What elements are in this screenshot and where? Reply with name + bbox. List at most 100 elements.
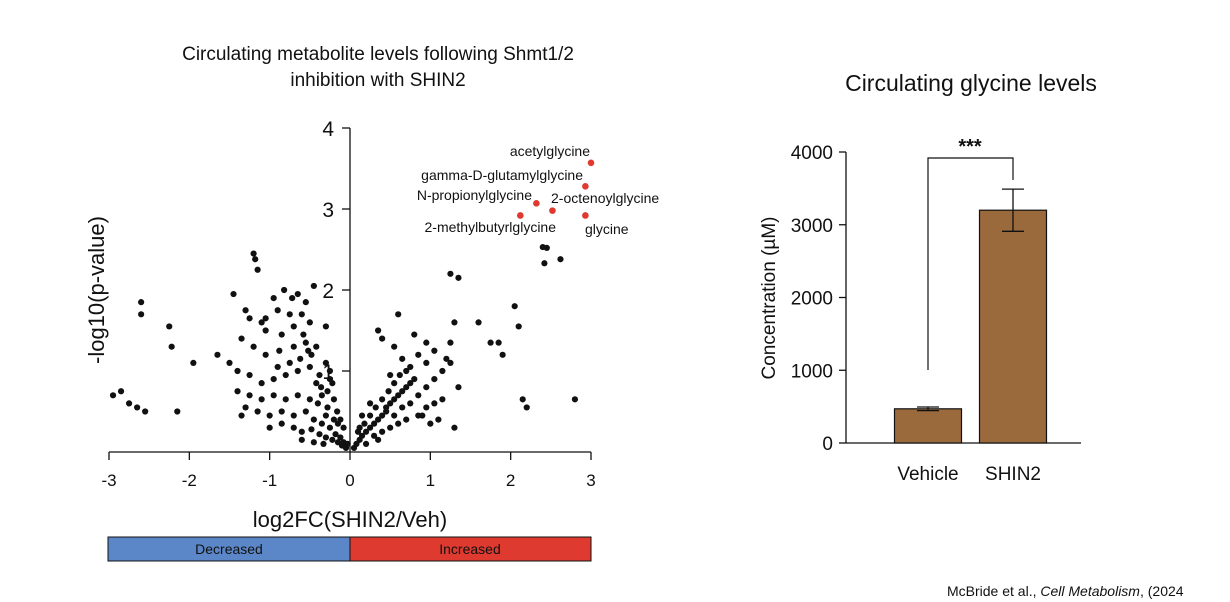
volcano-title-line1: Circulating metabolite levels following … [182, 44, 574, 65]
volcano-point [258, 396, 265, 403]
volcano-x-tick-label: -1 [262, 471, 277, 490]
volcano-highlight-point [549, 207, 556, 214]
volcano-point [270, 295, 277, 302]
volcano-point [423, 404, 430, 411]
volcano-point [313, 343, 320, 350]
volcano-point [411, 331, 418, 338]
volcano-point [407, 400, 414, 407]
bar-y-label: Concentration (µM) [759, 216, 780, 379]
volcano-point [298, 311, 305, 318]
volcano-point [290, 323, 297, 330]
volcano-point [487, 339, 494, 346]
volcano-point [109, 392, 117, 399]
increased-label: Increased [439, 541, 500, 557]
volcano-point [302, 408, 309, 415]
volcano-point [361, 420, 368, 427]
volcano-highlight-point [517, 212, 524, 219]
volcano-point [431, 400, 438, 407]
volcano-point [286, 359, 293, 366]
volcano-point [439, 396, 446, 403]
volcano-point [439, 367, 446, 375]
volcano-point [451, 424, 458, 431]
volcano-point [371, 432, 378, 439]
significance-stars: *** [958, 136, 982, 158]
volcano-point [387, 424, 394, 431]
volcano-point [294, 290, 301, 298]
volcano-point [276, 347, 283, 354]
volcano-point [190, 359, 197, 366]
volcano-point [391, 380, 398, 387]
volcano-point [366, 412, 374, 419]
bar-y-tick-label: 0 [822, 434, 833, 455]
volcano-point [252, 256, 259, 263]
bar-y-tick-label: 1000 [791, 361, 833, 382]
volcano-point [258, 319, 265, 326]
volcano-point [294, 392, 301, 399]
volcano-point [395, 392, 402, 399]
volcano-point [125, 400, 133, 407]
volcano-point [362, 428, 370, 435]
volcano-point [385, 388, 392, 395]
volcano-point [358, 412, 366, 419]
label-2-octenoylglycine: 2-octenoylglycine [551, 190, 659, 206]
volcano-x-tick-label: 0 [345, 471, 354, 490]
volcano-point [383, 408, 390, 415]
bar-y-tick-label: 4000 [791, 143, 833, 164]
volcano-point [308, 426, 315, 433]
volcano-point [306, 319, 313, 326]
volcano-point [447, 270, 454, 277]
volcano-point [399, 355, 406, 362]
volcano-point [427, 420, 434, 427]
volcano-point [372, 404, 379, 411]
volcano-point [375, 327, 382, 334]
volcano-point [423, 384, 430, 391]
volcano-plot: Circulating metabolite levels following … [84, 44, 659, 562]
volcano-point [310, 439, 317, 446]
volcano-point [379, 335, 386, 342]
volcano-point [262, 327, 269, 334]
volcano-y-tick-label: 4 [322, 118, 334, 141]
volcano-point [435, 416, 442, 423]
volcano-point [431, 347, 438, 354]
citation-journal: Cell Metabolism [1040, 583, 1140, 599]
volcano-point [447, 339, 454, 346]
volcano-point [270, 392, 277, 399]
volcano-point [281, 286, 288, 294]
glycine-bar-chart: Circulating glycine levels 0 1000 2000 3000… [759, 70, 1097, 485]
volcano-y-tick-label: 3 [322, 199, 334, 222]
volcano-point [395, 311, 402, 318]
volcano-points [109, 243, 579, 452]
volcano-point [242, 404, 249, 411]
volcano-point [455, 384, 462, 391]
decreased-bar [107, 536, 351, 562]
volcano-point [379, 412, 386, 419]
volcano-point [138, 299, 145, 306]
volcano-point [322, 412, 329, 419]
volcano-point [324, 388, 331, 395]
volcano-point [305, 347, 312, 354]
volcano-point [262, 315, 269, 322]
volcano-point [371, 420, 378, 427]
volcano-x-tick-label: 2 [506, 471, 515, 490]
volcano-point [278, 420, 285, 427]
volcano-point [391, 412, 398, 419]
volcano-point [511, 303, 518, 310]
volcano-point [356, 424, 363, 431]
volcano-point [310, 282, 317, 290]
volcano-point [403, 367, 410, 375]
volcano-point [415, 392, 422, 399]
volcano-point [523, 404, 530, 411]
volcano-point [475, 319, 482, 326]
volcano-point [254, 266, 261, 273]
volcano-point [443, 355, 450, 362]
volcano-point [322, 434, 329, 441]
decreased-label: Decreased [195, 541, 263, 557]
volcano-point [302, 339, 309, 346]
volcano-point [419, 412, 426, 419]
volcano-highlight-point [582, 183, 589, 190]
volcano-point [306, 363, 313, 371]
volcano-point [329, 380, 336, 387]
label-gamma-d-glutamylglycine: gamma-D-glutamylglycine [421, 167, 583, 183]
volcano-point [391, 343, 398, 350]
volcano-point [541, 260, 548, 267]
